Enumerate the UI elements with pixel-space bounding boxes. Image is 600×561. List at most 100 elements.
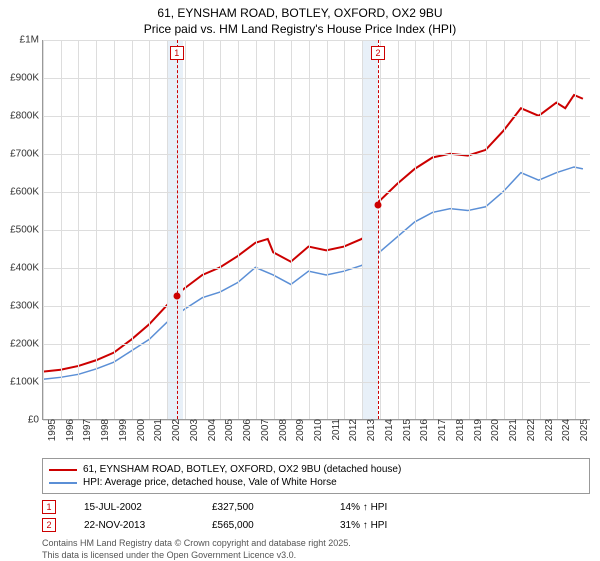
x-axis-label: 2008 (274, 419, 289, 441)
series-price_paid (43, 95, 583, 372)
legend-label: 61, EYNSHAM ROAD, BOTLEY, OXFORD, OX2 9B… (83, 464, 401, 475)
x-axis-label: 2002 (167, 419, 182, 441)
y-axis-label: £500K (10, 225, 43, 236)
gridline-v (522, 40, 523, 419)
gridline-v (362, 40, 363, 419)
y-axis-label: £1M (20, 35, 43, 46)
y-axis-label: £200K (10, 339, 43, 350)
x-axis-label: 1995 (43, 419, 58, 441)
x-axis-label: 2014 (380, 419, 395, 441)
legend-swatch (49, 482, 77, 484)
x-axis-label: 2020 (486, 419, 501, 441)
gridline-v (185, 40, 186, 419)
gridline-v (114, 40, 115, 419)
x-axis-label: 2019 (469, 419, 484, 441)
sale-delta: 14% ↑ HPI (340, 502, 440, 513)
gridline-h (43, 268, 590, 269)
gridline-h (43, 78, 590, 79)
sale-date: 15-JUL-2002 (84, 502, 184, 513)
footer-line2: This data is licensed under the Open Gov… (42, 550, 590, 561)
x-axis-label: 2016 (415, 419, 430, 441)
gridline-v (167, 40, 168, 419)
y-axis-label: £700K (10, 149, 43, 160)
x-axis-label: 2003 (185, 419, 200, 441)
x-axis-label: 2001 (149, 419, 164, 441)
x-axis-label: 2018 (451, 419, 466, 441)
gridline-v (433, 40, 434, 419)
sale-date: 22-NOV-2013 (84, 520, 184, 531)
x-axis-label: 2007 (256, 419, 271, 441)
gridline-v (96, 40, 97, 419)
gridline-v (380, 40, 381, 419)
gridline-v (78, 40, 79, 419)
x-axis-label: 2009 (291, 419, 306, 441)
event-vline (378, 40, 379, 419)
sale-dot (375, 202, 382, 209)
gridline-v (415, 40, 416, 419)
gridline-h (43, 154, 590, 155)
x-axis-label: 2004 (203, 419, 218, 441)
event-marker-box: 2 (371, 46, 385, 60)
event-marker-box: 1 (170, 46, 184, 60)
x-axis-label: 1998 (96, 419, 111, 441)
sales-table: 1 15-JUL-2002 £327,500 14% ↑ HPI 2 22-NOV-201… (42, 498, 590, 534)
gridline-v (469, 40, 470, 419)
gridline-h (43, 116, 590, 117)
x-axis-label: 2013 (362, 419, 377, 441)
gridline-v (486, 40, 487, 419)
gridline-h (43, 306, 590, 307)
x-axis-label: 1996 (61, 419, 76, 441)
event-vline (177, 40, 178, 419)
y-axis-label: £0 (28, 415, 43, 426)
gridline-v (451, 40, 452, 419)
legend-item: HPI: Average price, detached house, Vale… (49, 476, 583, 489)
y-axis-label: £300K (10, 301, 43, 312)
x-axis-label: 2010 (309, 419, 324, 441)
footer-attribution: Contains HM Land Registry data © Crown c… (42, 538, 590, 561)
gridline-v (575, 40, 576, 419)
chart-plot-area: £0£100K£200K£300K£400K£500K£600K£700K£80… (42, 40, 590, 420)
x-axis-label: 2015 (398, 419, 413, 441)
sale-price: £565,000 (212, 520, 312, 531)
gridline-v (220, 40, 221, 419)
x-axis-label: 2022 (522, 419, 537, 441)
y-axis-label: £100K (10, 377, 43, 388)
legend-label: HPI: Average price, detached house, Vale… (83, 477, 337, 488)
x-axis-label: 2023 (540, 419, 555, 441)
footer-line1: Contains HM Land Registry data © Crown c… (42, 538, 590, 550)
chart-subtitle: Price paid vs. HM Land Registry's House … (0, 22, 600, 40)
sale-marker: 1 (42, 500, 56, 514)
sale-delta: 31% ↑ HPI (340, 520, 440, 531)
gridline-h (43, 192, 590, 193)
x-axis-label: 2012 (344, 419, 359, 441)
y-axis-label: £800K (10, 111, 43, 122)
gridline-v (238, 40, 239, 419)
gridline-v (504, 40, 505, 419)
gridline-v (61, 40, 62, 419)
sale-price: £327,500 (212, 502, 312, 513)
x-axis-label: 2005 (220, 419, 235, 441)
x-axis-label: 2017 (433, 419, 448, 441)
sale-row: 1 15-JUL-2002 £327,500 14% ↑ HPI (42, 498, 590, 516)
sale-dot (173, 292, 180, 299)
gridline-h (43, 382, 590, 383)
gridline-v (149, 40, 150, 419)
gridline-v (540, 40, 541, 419)
series-hpi (43, 167, 583, 379)
sale-marker: 2 (42, 518, 56, 532)
gridline-v (43, 40, 44, 419)
sale-row: 2 22-NOV-2013 £565,000 31% ↑ HPI (42, 516, 590, 534)
gridline-v (291, 40, 292, 419)
gridline-v (557, 40, 558, 419)
gridline-h (43, 344, 590, 345)
gridline-v (309, 40, 310, 419)
x-axis-label: 2021 (504, 419, 519, 441)
gridline-v (132, 40, 133, 419)
gridline-h (43, 40, 590, 41)
x-axis-label: 2011 (327, 419, 342, 441)
legend: 61, EYNSHAM ROAD, BOTLEY, OXFORD, OX2 9B… (42, 458, 590, 494)
legend-item: 61, EYNSHAM ROAD, BOTLEY, OXFORD, OX2 9B… (49, 463, 583, 476)
chart-title: 61, EYNSHAM ROAD, BOTLEY, OXFORD, OX2 9B… (0, 0, 600, 22)
y-axis-label: £400K (10, 263, 43, 274)
gridline-v (256, 40, 257, 419)
